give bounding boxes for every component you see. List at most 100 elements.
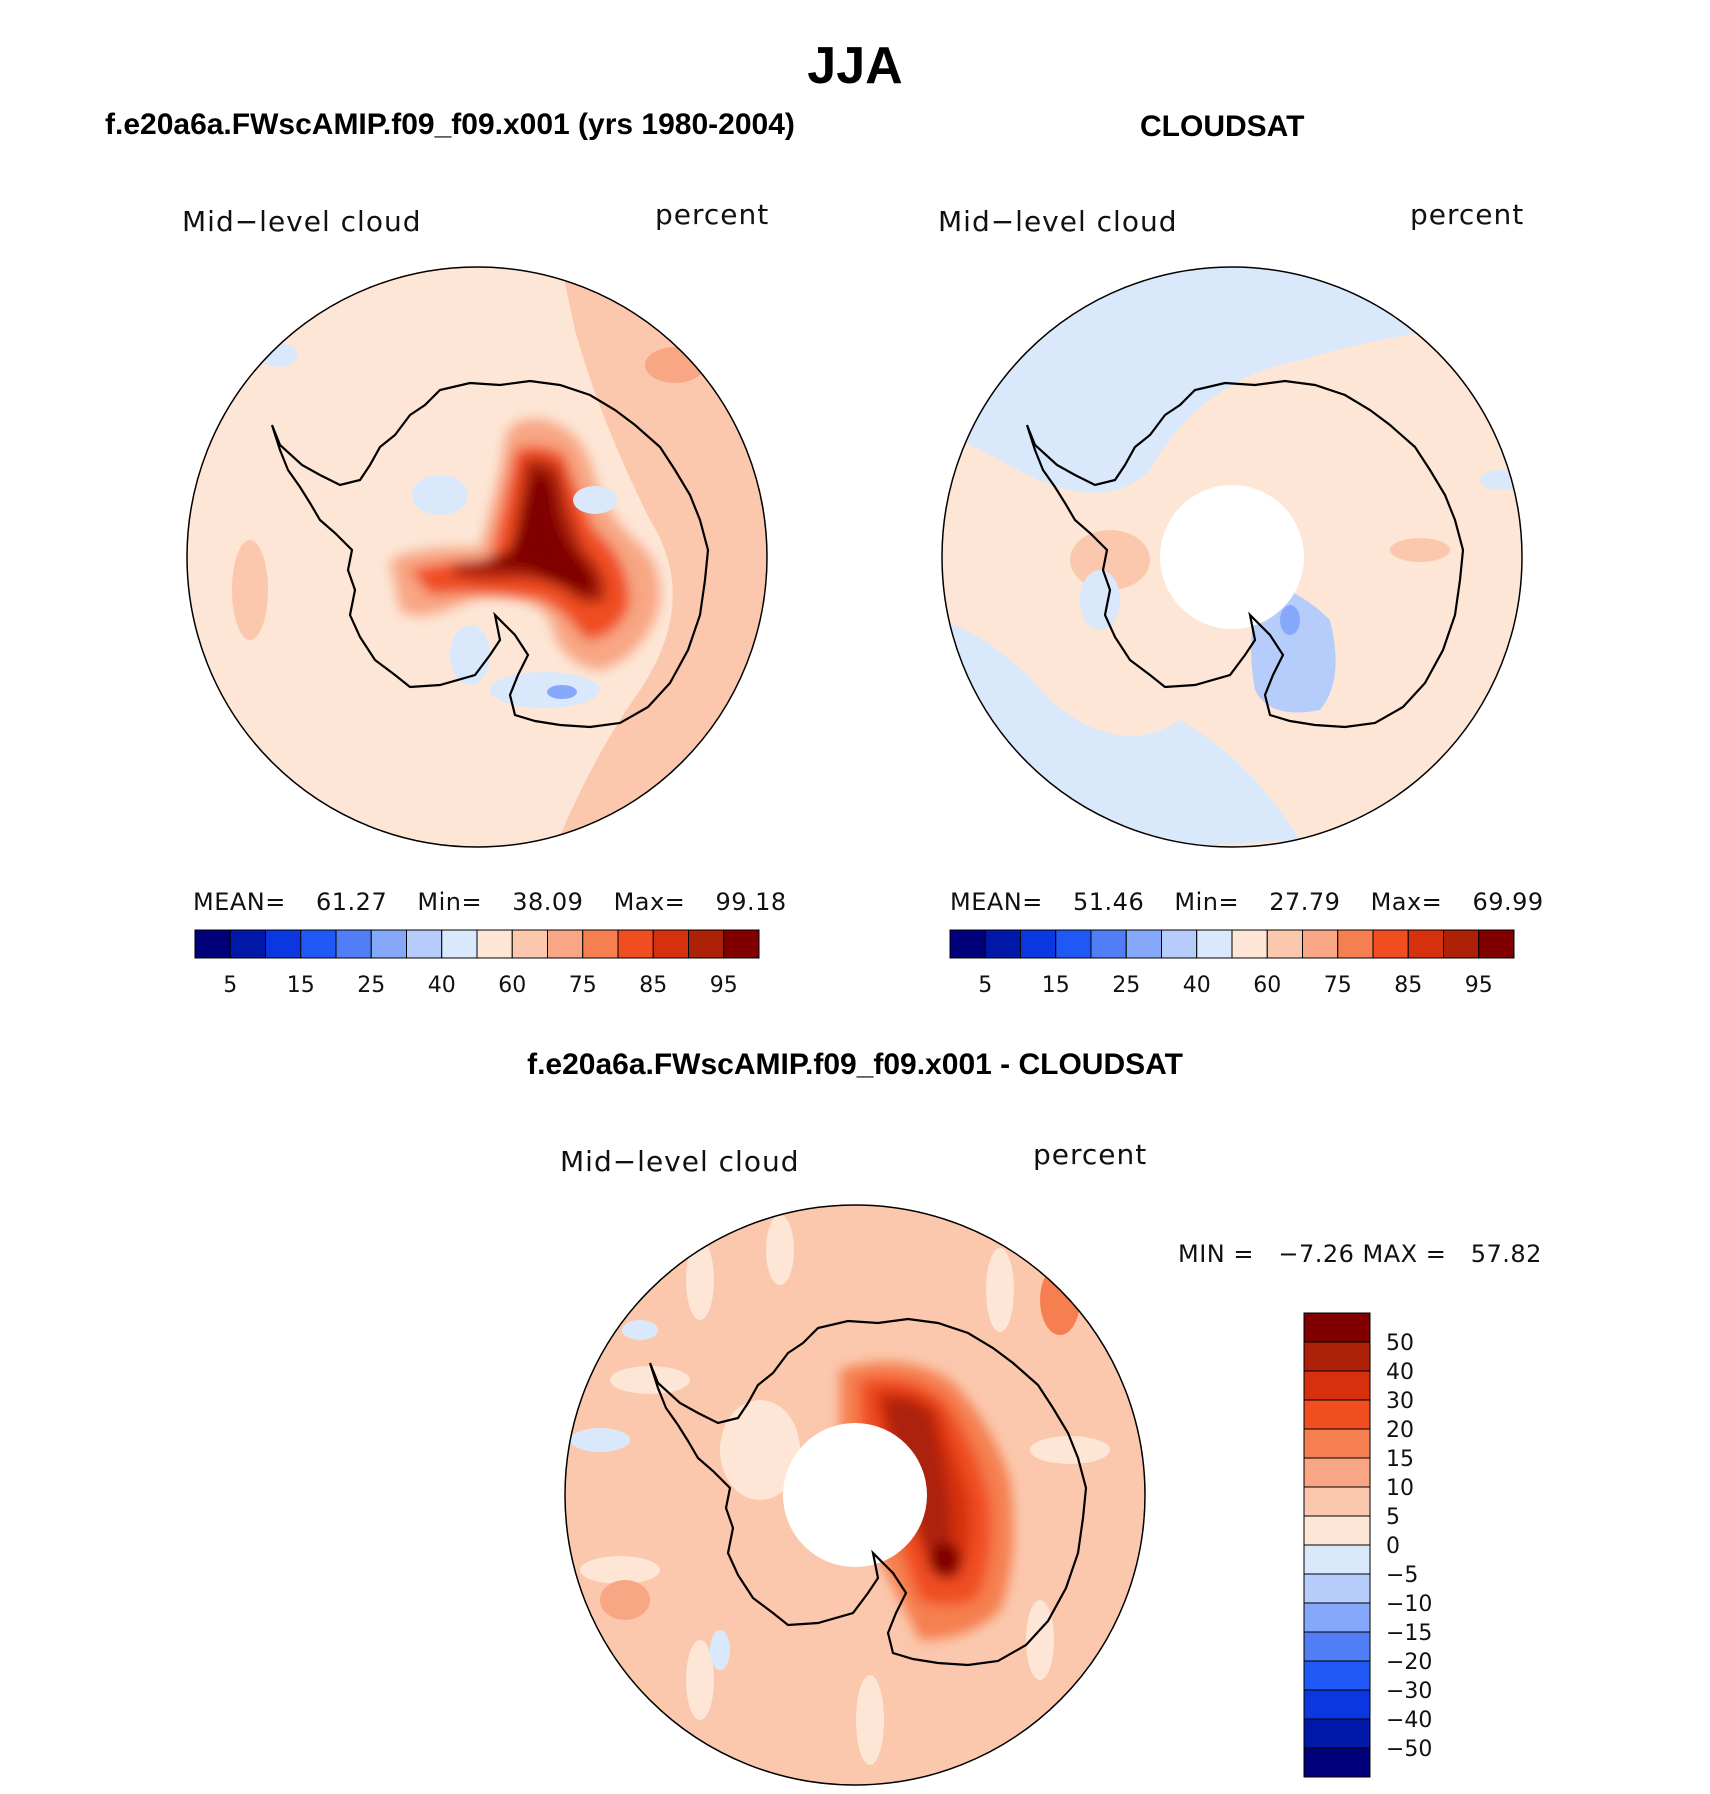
obs-colorbar-box <box>1478 929 1515 959</box>
diff-field-patch-1 <box>610 1366 690 1394</box>
model-field-low-patch-3 <box>490 672 600 708</box>
model-colorbar-tick-label: 75 <box>569 973 597 998</box>
model-field-patch-west <box>232 540 268 640</box>
diff-polar-map <box>564 1204 1146 1786</box>
model-max-label: Max= <box>613 888 686 916</box>
diff-stats: MIN = −7.26 MAX = 57.82 <box>1178 1240 1542 1268</box>
obs-colorbar-box <box>1443 929 1480 959</box>
obs-colorbar-tick-label: 95 <box>1465 973 1493 998</box>
diff-colorbar-tick-label: −30 <box>1386 1679 1432 1704</box>
diff-field-pos-1 <box>1040 1265 1080 1335</box>
diff-colorbar-box <box>1303 1602 1371 1633</box>
diff-colorbar-tick-label: −15 <box>1386 1621 1432 1646</box>
diff-colorbar-box <box>1303 1515 1371 1546</box>
obs-variable-label: Mid−level cloud <box>938 205 1178 238</box>
model-colorbar-box <box>547 929 584 959</box>
obs-colorbar-box <box>1302 929 1339 959</box>
model-colorbar-box <box>370 929 407 959</box>
model-min-value: 38.09 <box>512 888 584 916</box>
diff-colorbar-box <box>1303 1660 1371 1691</box>
obs-colorbar-box <box>1125 929 1162 959</box>
obs-colorbar-box <box>1266 929 1303 959</box>
model-colorbar-box <box>688 929 725 959</box>
diff-colorbar-box <box>1303 1747 1371 1778</box>
diff-colorbar-box <box>1303 1312 1371 1343</box>
obs-mean-label: MEAN= <box>950 888 1043 916</box>
diff-colorbar-box <box>1303 1573 1371 1604</box>
obs-colorbar-tick-label: 15 <box>1042 973 1070 998</box>
diff-colorbar-tick-label: 15 <box>1386 1447 1414 1472</box>
obs-colorbar-tick-label: 60 <box>1253 973 1281 998</box>
diff-colorbar-box <box>1303 1341 1371 1372</box>
model-colorbar-box <box>511 929 548 959</box>
obs-polar-map <box>941 266 1523 848</box>
diff-colorbar-box <box>1303 1399 1371 1430</box>
diff-colorbar-tick-label: 30 <box>1386 1389 1414 1414</box>
diff-units-label: percent <box>1033 1138 1148 1171</box>
model-colorbar-tick-label: 60 <box>498 973 526 998</box>
model-field-low-patch-4 <box>547 685 577 699</box>
diff-colorbar-box <box>1303 1457 1371 1488</box>
model-field-low-patch-1 <box>412 475 468 515</box>
obs-field-patch-4 <box>1080 570 1120 630</box>
model-field-patch-ne <box>645 347 705 383</box>
obs-colorbar-box <box>1372 929 1409 959</box>
model-colorbar-box <box>723 929 760 959</box>
model-colorbar-box <box>229 929 266 959</box>
obs-min-value: 27.79 <box>1269 888 1341 916</box>
diff-colorbar-tick-label: 5 <box>1386 1505 1400 1530</box>
obs-colorbar-box <box>984 929 1021 959</box>
model-colorbar-tick-label: 25 <box>357 973 385 998</box>
obs-colorbar-box <box>1090 929 1127 959</box>
model-max-value: 99.18 <box>715 888 787 916</box>
obs-missing-data-hole <box>1160 485 1304 629</box>
model-colorbar-box <box>265 929 302 959</box>
model-colorbar-box <box>300 929 337 959</box>
diff-field-neg-1 <box>570 1428 630 1452</box>
obs-colorbar-box <box>1055 929 1092 959</box>
model-variable-label: Mid−level cloud <box>182 205 422 238</box>
obs-stats: MEAN= 51.46 Min= 27.79 Max= 69.99 <box>950 888 1544 916</box>
model-field-level-max <box>480 470 594 595</box>
model-colorbar-tick-label: 5 <box>223 973 237 998</box>
obs-colorbar-box <box>949 929 986 959</box>
diff-colorbar-tick-label: 10 <box>1386 1476 1414 1501</box>
model-colorbar-box <box>652 929 689 959</box>
diff-field-patch-7 <box>686 1640 714 1720</box>
diff-map-border <box>564 1204 1146 1786</box>
diff-colorbar-tick-label: −5 <box>1386 1563 1418 1588</box>
diff-field-patch-4 <box>1030 1436 1110 1464</box>
model-colorbar-box <box>406 929 443 959</box>
obs-map-border <box>941 266 1523 848</box>
diff-colorbar-tick-label: −40 <box>1386 1708 1432 1733</box>
figure-title: JJA <box>807 37 903 95</box>
diff-colorbar-tick-label: 50 <box>1386 1331 1414 1356</box>
obs-colorbar-tick-label: 85 <box>1394 973 1422 998</box>
diff-colorbar-box <box>1303 1428 1371 1459</box>
obs-colorbar-tick-label: 5 <box>978 973 992 998</box>
diff-colorbar-box <box>1303 1370 1371 1401</box>
diff-missing-data-hole <box>783 1423 927 1567</box>
obs-field-low-north <box>942 267 1522 493</box>
diff-colorbar-tick-label: 0 <box>1386 1534 1400 1559</box>
model-colorbar-box <box>335 929 372 959</box>
model-colorbar-box <box>617 929 654 959</box>
diff-colorbar-tick-label: −20 <box>1386 1650 1432 1675</box>
model-colorbar: 5 15 25 40 60 75 85 95 <box>194 929 760 998</box>
obs-field-low-core <box>1280 605 1300 635</box>
diff-field-patch-6 <box>856 1675 884 1765</box>
model-colorbar-box <box>194 929 231 959</box>
model-panel-title: f.e20a6a.FWscAMIP.f09_f09.x001 (yrs 1980… <box>105 108 795 141</box>
diff-field-patch-9 <box>766 1215 794 1285</box>
obs-colorbar-box <box>1407 929 1444 959</box>
diff-colorbar-box <box>1303 1486 1371 1517</box>
diff-variable-label: Mid−level cloud <box>560 1145 800 1178</box>
obs-max-value: 69.99 <box>1472 888 1544 916</box>
diff-field-patch-5 <box>1026 1600 1054 1680</box>
diff-field-patch-10 <box>720 1400 800 1500</box>
model-map-border <box>186 266 768 848</box>
obs-colorbar-tick-label: 40 <box>1183 973 1211 998</box>
obs-max-label: Max= <box>1370 888 1443 916</box>
